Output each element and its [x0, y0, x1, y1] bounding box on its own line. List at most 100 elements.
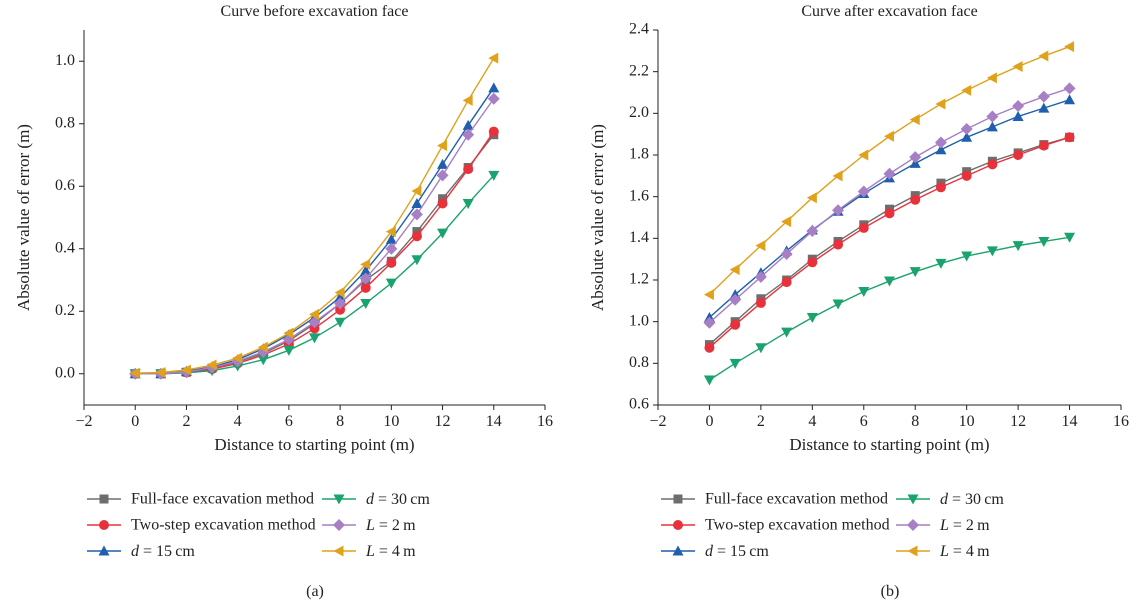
data-point: [462, 128, 475, 141]
x-tick-label: 10: [383, 413, 399, 430]
data-point: [704, 342, 715, 353]
data-point: [910, 194, 921, 205]
data-point: [462, 198, 474, 209]
x-tick-label: 10: [959, 413, 975, 430]
data-point: [360, 298, 372, 309]
data-point: [1012, 60, 1023, 72]
legend-label: d = 30 cm: [366, 491, 430, 508]
legend: Full-face excavation method Two-step exca…: [661, 491, 1004, 560]
data-point: [755, 240, 766, 252]
x-tick-label: 2: [757, 413, 765, 430]
legend-marker: [673, 520, 683, 530]
data-point: [730, 319, 741, 330]
x-tick-label: 0: [705, 413, 713, 430]
legend-marker: [99, 494, 109, 504]
data-point: [1063, 82, 1076, 95]
data-point: [858, 286, 870, 297]
data-point: [334, 297, 347, 310]
x-tick-label: 4: [234, 413, 242, 430]
y-tick-label: 2.4: [629, 21, 649, 38]
data-point: [488, 170, 500, 181]
data-point: [1038, 50, 1049, 62]
data-point: [884, 276, 895, 287]
y-tick-label: 1.4: [629, 229, 649, 246]
data-point: [411, 197, 423, 208]
data-point: [129, 367, 140, 379]
data-point: [411, 255, 423, 266]
data-point: [1038, 140, 1049, 151]
legend-marker: [907, 519, 919, 531]
y-tick-label: 0.4: [55, 239, 75, 256]
data-point: [283, 345, 295, 356]
data-point: [1064, 232, 1076, 243]
data-point: [359, 272, 372, 285]
data-point: [462, 94, 473, 106]
legend-label: L = 2 m: [365, 517, 416, 534]
legend-label: d = 30 cm: [940, 491, 1004, 508]
y-axis-label: Absolute value of error (m): [588, 124, 607, 311]
data-point: [385, 242, 398, 255]
data-point: [462, 119, 474, 130]
data-point: [755, 343, 767, 354]
y-tick-label: 0.6: [629, 396, 649, 413]
data-point: [909, 267, 921, 278]
x-tick-label: 4: [808, 413, 816, 430]
legend-marker: [333, 545, 344, 557]
data-point: [308, 316, 321, 329]
data-point: [832, 170, 843, 182]
legend-label: Two-step excavation method: [705, 517, 890, 534]
legend-label: Two-step excavation method: [131, 517, 316, 534]
legend-marker: [98, 545, 110, 556]
data-point: [487, 92, 500, 105]
data-point: [257, 355, 269, 366]
data-point: [283, 327, 294, 339]
data-point: [411, 185, 422, 197]
data-point: [987, 159, 998, 170]
legend-marker: [333, 494, 345, 505]
data-point: [832, 299, 844, 310]
data-point: [807, 257, 818, 268]
data-point: [411, 231, 422, 242]
data-point: [463, 164, 474, 175]
data-point: [858, 149, 869, 161]
data-point: [488, 52, 499, 64]
y-tick-label: 0.2: [55, 302, 75, 319]
x-tick-label: 12: [435, 413, 451, 430]
x-tick-label: 6: [860, 413, 868, 430]
data-point: [883, 167, 896, 180]
data-point: [335, 304, 346, 315]
legend-label: L = 4 m: [365, 543, 416, 560]
data-point: [410, 208, 423, 221]
legend-marker: [333, 519, 345, 531]
x-tick-label: −2: [649, 413, 666, 430]
x-tick-label: 6: [285, 413, 293, 430]
data-point: [360, 258, 371, 270]
chart-b: Curve after excavation face −2 0 2 4 6 8 10 12 14…: [588, 3, 1129, 600]
legend-label: Full-face excavation method: [705, 491, 888, 508]
series-5: [129, 52, 499, 379]
series-4: [703, 82, 1076, 329]
data-point: [437, 198, 448, 209]
data-point: [806, 192, 817, 204]
data-point: [385, 226, 396, 238]
x-tick-label: 16: [1113, 413, 1129, 430]
data-point: [1064, 94, 1076, 105]
data-point: [703, 375, 715, 386]
data-point: [309, 333, 320, 344]
y-tick-label: 1.2: [629, 271, 649, 288]
legend-label: d = 15 cm: [705, 543, 769, 560]
data-point: [385, 233, 397, 244]
data-point: [986, 121, 998, 132]
data-point: [1064, 132, 1075, 143]
data-point: [180, 364, 191, 376]
data-point: [754, 270, 767, 283]
y-tick-label: 1.0: [629, 312, 649, 329]
data-point: [833, 239, 844, 250]
chart-a: Curve before excavation face −2 0 2 4 6 8 10 12 1…: [14, 3, 553, 600]
data-point: [437, 158, 449, 169]
y-tick-label: 2.2: [629, 62, 649, 79]
data-point: [1013, 150, 1024, 160]
chart-title: Curve after excavation face: [801, 3, 977, 20]
data-point: [986, 72, 997, 84]
